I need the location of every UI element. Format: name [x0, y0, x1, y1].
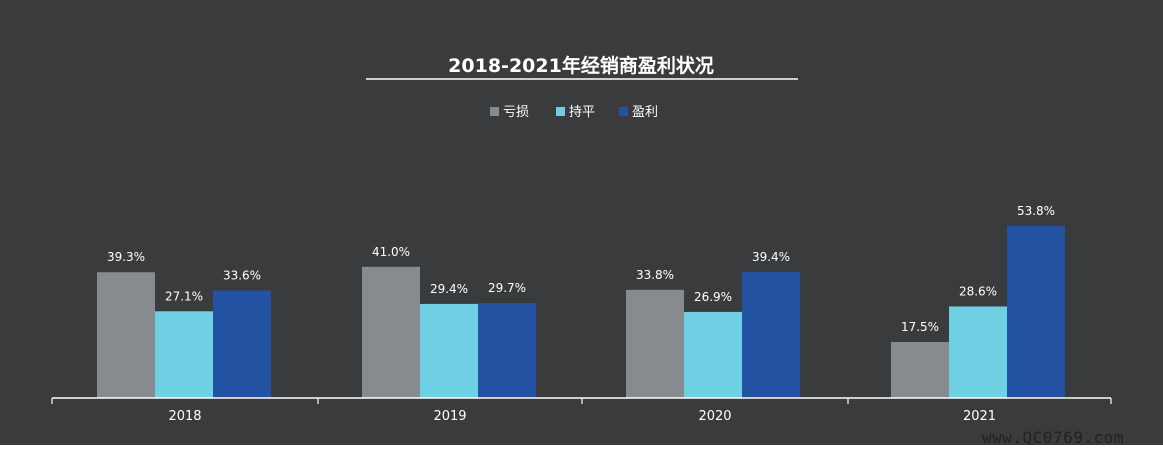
bar-2019-0 — [362, 266, 420, 398]
value-label-2020-2: 39.4% — [752, 250, 790, 264]
legend-label-0: 亏损 — [503, 105, 529, 120]
x-tick-label-2019: 2019 — [433, 409, 466, 424]
chart-title: 2018-2021年经销商盈利状况 — [448, 54, 714, 77]
legend-label-1: 持平 — [569, 105, 595, 120]
bar-2019-2 — [478, 302, 536, 398]
value-label-2020-0: 33.8% — [636, 268, 674, 282]
value-label-2020-1: 26.9% — [694, 290, 732, 304]
bar-2021-2 — [1007, 225, 1065, 398]
bar-2018-2 — [213, 290, 271, 398]
bar-2021-1 — [949, 306, 1007, 398]
legend: 亏损 持平 盈利 — [490, 105, 658, 120]
watermark: www.QC0769.com — [982, 428, 1124, 447]
x-tick-label-2021: 2021 — [963, 409, 996, 424]
legend-label-2: 盈利 — [632, 105, 658, 120]
value-label-2018-1: 27.1% — [165, 289, 203, 303]
legend-swatch-0 — [490, 107, 499, 116]
value-label-2021-1: 28.6% — [959, 284, 997, 298]
bar-2018-0 — [97, 272, 155, 398]
value-label-2019-2: 29.7% — [488, 281, 526, 295]
legend-swatch-2 — [619, 107, 628, 116]
value-label-2018-2: 33.6% — [223, 268, 261, 282]
value-label-2021-0: 17.5% — [901, 320, 939, 334]
legend-swatch-1 — [556, 107, 565, 116]
bar-2021-0 — [891, 342, 949, 398]
value-label-2021-2: 53.8% — [1017, 204, 1055, 218]
x-tick-label-2020: 2020 — [698, 409, 731, 424]
value-label-2018-0: 39.3% — [107, 250, 145, 264]
value-labels-group: 39.3% 27.1% 33.6% 41.0% 29.4% 29.7% 33.8% 26.9%… — [107, 204, 1055, 334]
bar-2020-1 — [684, 311, 742, 398]
x-axis: 2018 2019 2020 2021 — [51, 397, 1112, 424]
x-tick-label-2018: 2018 — [168, 409, 201, 424]
value-label-2019-1: 29.4% — [430, 282, 468, 296]
bar-2020-0 — [626, 289, 684, 398]
bar-2020-2 — [742, 271, 800, 398]
bar-2018-1 — [155, 311, 213, 398]
bars-group — [97, 225, 1065, 398]
bar-2019-1 — [420, 303, 478, 398]
value-label-2019-0: 41.0% — [372, 245, 410, 259]
